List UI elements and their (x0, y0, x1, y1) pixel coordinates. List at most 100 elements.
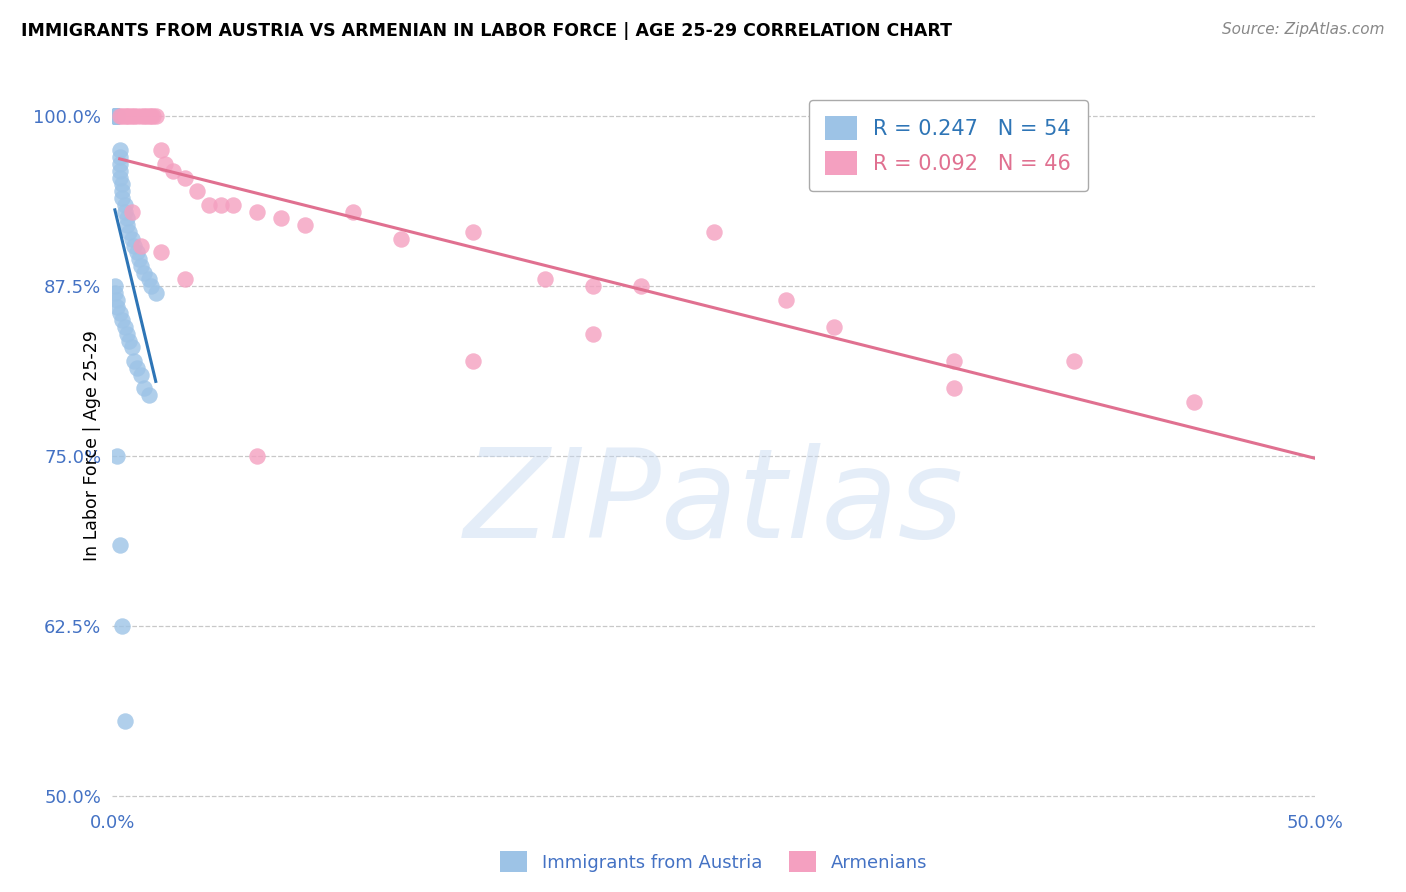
Text: IMMIGRANTS FROM AUSTRIA VS ARMENIAN IN LABOR FORCE | AGE 25-29 CORRELATION CHART: IMMIGRANTS FROM AUSTRIA VS ARMENIAN IN L… (21, 22, 952, 40)
Point (702, 225, 725, 239)
Point (145, 286, 167, 301)
Point (104, 109, 127, 123)
Point (105, 109, 128, 123)
Legend: Immigrants from Austria, Armenians: Immigrants from Austria, Armenians (494, 844, 934, 880)
Point (104, 109, 127, 123)
Point (104, 279, 127, 293)
Point (118, 225, 141, 239)
Point (145, 109, 167, 123)
Point (105, 449, 128, 463)
Point (131, 368, 153, 382)
Point (122, 238, 145, 252)
Point (108, 150, 131, 164)
Point (114, 320, 136, 334)
Point (132, 266, 155, 280)
Point (104, 109, 127, 123)
Point (139, 279, 162, 293)
Point (125, 245, 148, 260)
Point (111, 619, 134, 633)
Point (108, 170, 131, 185)
Point (111, 313, 134, 327)
Point (121, 232, 143, 246)
Point (121, 204, 143, 219)
Point (111, 184, 134, 198)
Point (246, 204, 269, 219)
Point (139, 109, 162, 123)
Point (105, 109, 128, 123)
Point (121, 109, 143, 123)
Point (115, 211, 138, 226)
Y-axis label: In Labor Force | Age 25-29: In Labor Force | Age 25-29 (83, 331, 101, 561)
Point (114, 198, 136, 212)
Point (149, 144, 172, 158)
Point (108, 157, 131, 171)
Point (461, 225, 484, 239)
Point (823, 320, 845, 334)
Point (155, 157, 177, 171)
Point (111, 191, 134, 205)
Point (105, 300, 128, 314)
Point (122, 109, 145, 123)
Point (125, 109, 148, 123)
Point (630, 279, 652, 293)
Point (104, 109, 127, 123)
Point (1184, 394, 1206, 409)
Point (149, 245, 172, 260)
Point (135, 109, 157, 123)
Point (108, 144, 131, 158)
Point (108, 537, 131, 551)
Point (131, 109, 153, 123)
Point (108, 306, 131, 320)
Point (105, 109, 128, 123)
Point (222, 198, 245, 212)
Point (131, 259, 153, 273)
Point (138, 109, 160, 123)
Point (125, 360, 148, 375)
Point (104, 109, 127, 123)
Point (132, 109, 155, 123)
Point (104, 286, 127, 301)
Point (118, 334, 141, 348)
Point (270, 211, 292, 226)
Point (186, 184, 208, 198)
Point (942, 381, 965, 395)
Point (138, 388, 160, 402)
Point (138, 272, 160, 286)
Point (582, 279, 605, 293)
Point (389, 232, 412, 246)
Point (461, 354, 484, 368)
Point (104, 109, 127, 123)
Point (108, 109, 131, 123)
Point (105, 109, 128, 123)
Point (108, 163, 131, 178)
Point (1063, 354, 1085, 368)
Point (131, 238, 153, 252)
Point (342, 204, 364, 219)
Point (209, 198, 232, 212)
Point (128, 252, 150, 266)
Point (111, 109, 134, 123)
Point (114, 714, 136, 729)
Point (115, 109, 138, 123)
Point (142, 109, 165, 123)
Point (105, 293, 128, 307)
Point (118, 109, 141, 123)
Point (173, 272, 195, 286)
Text: Source: ZipAtlas.com: Source: ZipAtlas.com (1222, 22, 1385, 37)
Point (173, 170, 195, 185)
Point (115, 326, 138, 341)
Point (115, 218, 138, 232)
Point (162, 163, 184, 178)
Point (132, 381, 155, 395)
Point (114, 109, 136, 123)
Point (197, 198, 219, 212)
Point (246, 449, 269, 463)
Point (104, 109, 127, 123)
Point (121, 341, 143, 355)
Point (104, 109, 127, 123)
Point (582, 326, 605, 341)
Point (942, 354, 965, 368)
Point (111, 178, 134, 192)
Point (105, 109, 128, 123)
Point (775, 293, 797, 307)
